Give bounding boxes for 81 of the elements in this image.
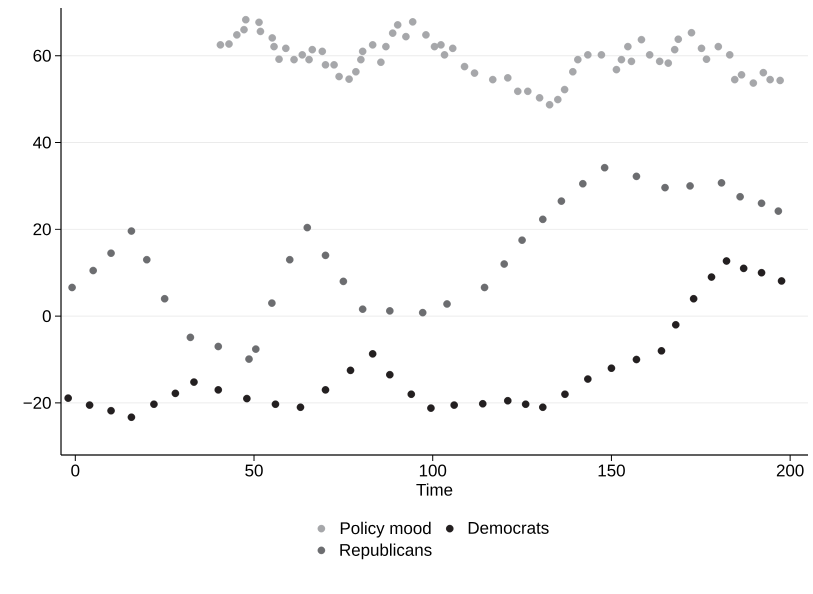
point	[758, 199, 766, 208]
point	[500, 260, 508, 268]
point	[160, 294, 168, 303]
point	[661, 184, 669, 192]
point	[368, 350, 376, 358]
point	[107, 249, 115, 257]
y-tick-label: 0	[42, 310, 51, 322]
point	[443, 300, 451, 308]
point	[708, 273, 716, 281]
point	[608, 364, 616, 372]
point	[214, 386, 222, 394]
point	[478, 400, 487, 408]
legend-label: Republicans	[340, 544, 432, 560]
point	[340, 278, 348, 286]
y-tick-label: 40	[33, 136, 51, 149]
point	[386, 307, 394, 315]
point	[358, 305, 366, 313]
point	[539, 403, 547, 412]
point	[450, 401, 458, 409]
point	[89, 266, 97, 274]
point	[558, 197, 566, 205]
point	[407, 390, 416, 398]
point	[286, 256, 294, 264]
point	[740, 264, 748, 272]
point	[579, 180, 587, 188]
point	[658, 347, 666, 355]
point	[296, 403, 304, 412]
point	[632, 356, 640, 364]
y-tick-label: 60	[34, 50, 51, 62]
point	[778, 277, 786, 285]
point	[600, 164, 608, 172]
point	[427, 404, 435, 412]
point	[322, 386, 330, 394]
point	[107, 406, 115, 415]
point	[303, 224, 312, 232]
point	[522, 400, 530, 408]
point	[142, 256, 151, 264]
legend-label: Policy mood	[340, 522, 431, 538]
point	[722, 257, 730, 265]
point	[190, 378, 198, 386]
y-tick-label: 20	[34, 223, 51, 236]
point	[632, 172, 640, 180]
point	[214, 342, 222, 350]
legend-label: Democrats	[468, 522, 549, 534]
point	[186, 334, 194, 342]
point	[346, 366, 354, 374]
point	[480, 284, 488, 292]
point	[322, 252, 330, 260]
x-tick-label: 150	[598, 464, 625, 477]
x-tick-label: 50	[245, 464, 263, 477]
point	[539, 216, 547, 224]
point	[128, 413, 136, 422]
point	[128, 227, 136, 235]
point	[672, 320, 680, 329]
x-tick-label: 0	[71, 464, 80, 477]
point	[758, 268, 766, 277]
point	[268, 299, 276, 307]
point	[774, 207, 782, 215]
point	[272, 400, 280, 408]
point	[68, 284, 76, 292]
x-axis-title: Time	[416, 483, 452, 496]
point	[150, 400, 158, 408]
point	[561, 390, 569, 398]
point	[584, 375, 592, 383]
x-tick-label: 200	[776, 464, 804, 477]
point	[252, 345, 260, 353]
point	[518, 236, 526, 244]
y-tick-label: −20	[24, 396, 51, 409]
point	[86, 401, 94, 409]
point	[686, 182, 694, 190]
point	[736, 192, 744, 201]
x-tick-label: 100	[420, 464, 446, 477]
point	[386, 370, 394, 378]
point	[245, 355, 253, 363]
point	[172, 390, 180, 398]
point	[64, 394, 72, 402]
point	[690, 294, 698, 303]
point	[243, 394, 251, 402]
point	[504, 396, 512, 405]
point	[418, 308, 427, 316]
point	[718, 179, 726, 187]
